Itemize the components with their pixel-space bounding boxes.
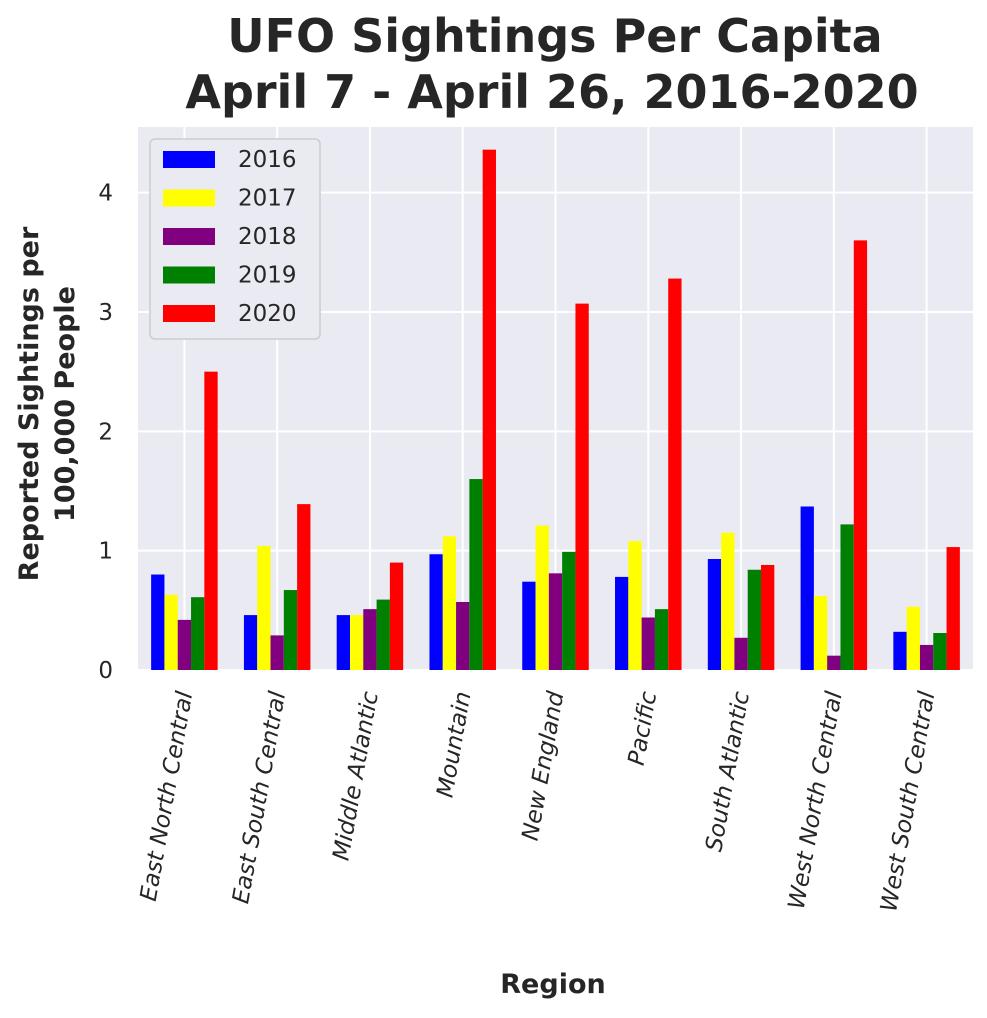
x-tick-label-7: South Atlantic [701, 689, 755, 853]
bar-2020-2 [297, 504, 311, 670]
y-tick-label-2: 2 [98, 419, 113, 445]
bar-2017-5 [535, 525, 549, 670]
y-tick-label-1: 1 [98, 539, 113, 565]
bar-2017-6 [628, 541, 642, 670]
bar-2017-9 [906, 606, 920, 670]
y-tick-label-3: 3 [98, 300, 113, 326]
bar-2020-5 [575, 303, 589, 670]
bar-2019-5 [562, 551, 576, 670]
bar-2016-1 [151, 574, 165, 670]
bar-2020-3 [389, 562, 404, 670]
bar-2016-2 [243, 615, 258, 670]
legend-label-2018: 2018 [238, 224, 297, 250]
x-tick-label-6: Pacific [624, 689, 663, 767]
bar-2018-8 [827, 655, 841, 670]
bar-2016-3 [336, 615, 350, 670]
bar-2016-9 [893, 631, 907, 670]
bar-2018-7 [734, 637, 748, 670]
legend-swatch-2018 [163, 228, 215, 245]
legend-swatch-2020 [163, 305, 215, 322]
bar-2016-7 [707, 559, 722, 670]
bar-2016-6 [615, 576, 629, 670]
bar-2019-8 [840, 524, 854, 670]
bar-2018-4 [456, 601, 470, 670]
bar-2020-6 [668, 278, 682, 670]
bar-2018-9 [919, 644, 934, 670]
y-axis-label-line-1: Reported Sightings per [14, 226, 45, 581]
bar-2020-8 [853, 240, 868, 670]
legend-swatch-2019 [163, 266, 215, 284]
legend-label-2017: 2017 [238, 186, 297, 212]
bar-2017-3 [349, 615, 364, 670]
y-tick-label-0: 0 [98, 658, 113, 684]
bar-2020-1 [204, 371, 218, 670]
bars [151, 149, 960, 671]
chart-title-line-2: April 7 - April 26, 2016-2020 [185, 65, 918, 119]
legend-label-2020: 2020 [238, 301, 297, 327]
legend-label-2016: 2016 [238, 147, 297, 173]
bar-2018-6 [641, 617, 655, 670]
legend-label-2019: 2019 [238, 263, 297, 289]
bar-2019-3 [376, 599, 390, 670]
x-tick-label-5: New England [518, 689, 570, 842]
bar-2019-9 [933, 633, 947, 670]
bar-2018-1 [177, 619, 192, 670]
y-axis-ticks: 0 1 2 3 4 [98, 181, 113, 684]
bar-2020-4 [482, 149, 496, 671]
legend-frame [149, 138, 321, 340]
bar-2017-8 [813, 596, 828, 670]
x-axis-ticks: East North Central East South Central Midd… [136, 689, 941, 914]
bar-2017-1 [164, 594, 178, 670]
bar-2020-7 [761, 564, 775, 670]
y-tick-label-4: 4 [98, 181, 113, 207]
bar-2019-6 [654, 609, 669, 670]
bar-2018-2 [270, 635, 284, 670]
legend-swatch-2016 [163, 151, 215, 168]
bar-2016-4 [429, 554, 443, 670]
legend: 2016 2017 2018 2019 2020 [149, 138, 321, 340]
bar-2019-1 [191, 597, 205, 670]
x-tick-label-3: Middle Atlantic [328, 689, 383, 862]
bar-2016-5 [522, 581, 536, 670]
x-tick-label-9: West South Central [876, 689, 940, 914]
bar-2017-2 [257, 545, 271, 670]
bar-2018-5 [548, 573, 563, 670]
x-tick-label-1: East North Central [136, 689, 199, 903]
bar-2019-7 [747, 569, 762, 670]
bar-2018-3 [363, 609, 377, 670]
bar-2016-8 [800, 506, 814, 670]
bar-2019-2 [283, 590, 298, 670]
x-tick-label-2: East South Central [228, 689, 291, 906]
y-axis-label-line-2: 100,000 People [50, 286, 81, 522]
bar-2017-7 [721, 532, 735, 670]
x-tick-label-4: Mountain [432, 690, 476, 800]
x-axis-label: Region [500, 969, 605, 1000]
x-tick-label-8: West North Central [784, 689, 848, 911]
legend-swatch-2017 [163, 189, 215, 207]
y-axis-label: Reported Sightings per 100,000 People [14, 226, 81, 581]
bar-2017-4 [442, 536, 457, 670]
bar-2020-9 [946, 547, 960, 670]
bar-2019-4 [469, 479, 483, 670]
chart-title-line-1: UFO Sightings Per Capita [227, 9, 882, 63]
